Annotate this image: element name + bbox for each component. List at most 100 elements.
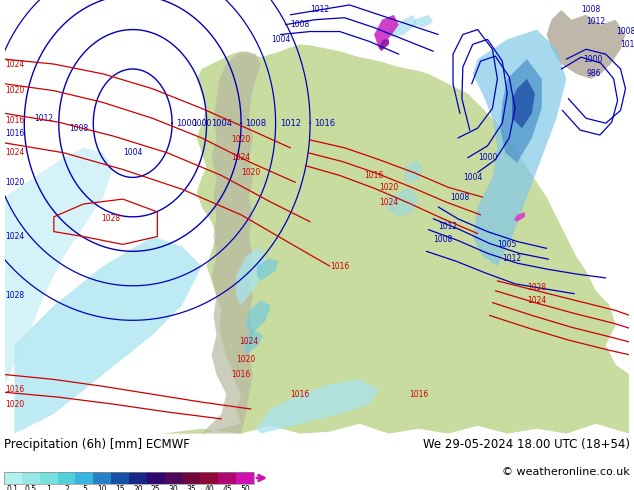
Text: 1008: 1008 xyxy=(434,235,453,244)
Text: 1000: 1000 xyxy=(583,54,603,64)
Polygon shape xyxy=(4,148,113,434)
Polygon shape xyxy=(473,29,566,266)
Bar xyxy=(111,472,129,484)
Polygon shape xyxy=(374,15,399,49)
Text: 1020: 1020 xyxy=(231,135,250,145)
Text: 1000: 1000 xyxy=(192,119,211,128)
Text: 986: 986 xyxy=(586,70,601,78)
Bar xyxy=(4,472,22,484)
Text: 1020: 1020 xyxy=(5,399,24,409)
Text: 1008: 1008 xyxy=(69,123,88,133)
Bar xyxy=(22,472,40,484)
Text: 1016: 1016 xyxy=(365,171,384,180)
Polygon shape xyxy=(547,10,626,79)
Text: 1028: 1028 xyxy=(101,214,120,223)
Text: 40: 40 xyxy=(205,485,214,490)
Text: 20: 20 xyxy=(133,485,143,490)
Text: 50: 50 xyxy=(240,485,250,490)
Text: 1020: 1020 xyxy=(242,168,261,177)
Text: 1020: 1020 xyxy=(379,183,399,192)
Bar xyxy=(183,472,200,484)
Bar xyxy=(200,472,218,484)
Text: 1028: 1028 xyxy=(5,291,24,300)
Text: 1024: 1024 xyxy=(5,148,24,157)
Text: 1012: 1012 xyxy=(34,114,53,123)
Text: 1016: 1016 xyxy=(231,370,250,379)
Text: 1016: 1016 xyxy=(5,385,24,394)
Polygon shape xyxy=(257,258,278,281)
Text: 1012: 1012 xyxy=(439,222,458,231)
Text: 1008: 1008 xyxy=(450,193,470,201)
Polygon shape xyxy=(162,45,630,434)
Text: 2: 2 xyxy=(64,485,69,490)
Polygon shape xyxy=(202,51,261,434)
Text: 1012: 1012 xyxy=(503,254,522,263)
Bar xyxy=(147,472,165,484)
Text: 1024: 1024 xyxy=(5,60,24,69)
Text: 1012: 1012 xyxy=(620,40,634,49)
Text: 1016: 1016 xyxy=(330,262,349,270)
Text: 1024: 1024 xyxy=(379,197,399,207)
Text: We 29-05-2024 18.00 UTC (18+54): We 29-05-2024 18.00 UTC (18+54) xyxy=(423,438,630,451)
Text: 1004: 1004 xyxy=(211,119,232,128)
Text: 10: 10 xyxy=(98,485,107,490)
Polygon shape xyxy=(15,237,202,434)
Bar xyxy=(129,472,147,484)
Text: 1020: 1020 xyxy=(5,178,24,187)
Polygon shape xyxy=(514,212,525,222)
Text: 0.1: 0.1 xyxy=(7,485,19,490)
Text: 1016: 1016 xyxy=(5,116,24,125)
Bar xyxy=(93,472,111,484)
Text: 1020: 1020 xyxy=(5,86,24,95)
Bar xyxy=(236,472,254,484)
Text: 1004: 1004 xyxy=(123,148,143,157)
Text: 35: 35 xyxy=(186,485,197,490)
Text: 25: 25 xyxy=(151,485,160,490)
Polygon shape xyxy=(387,187,418,217)
Text: 5: 5 xyxy=(82,485,87,490)
Text: 1012: 1012 xyxy=(586,17,605,26)
Text: 1005: 1005 xyxy=(498,240,517,249)
Text: 1024: 1024 xyxy=(240,338,259,346)
Text: 1004: 1004 xyxy=(271,35,290,44)
Text: 45: 45 xyxy=(223,485,232,490)
Polygon shape xyxy=(413,15,433,27)
Text: 30: 30 xyxy=(169,485,179,490)
Text: 1000: 1000 xyxy=(176,119,197,128)
Text: 1020: 1020 xyxy=(236,355,256,364)
Text: 15: 15 xyxy=(115,485,125,490)
Text: Precipitation (6h) [mm] ECMWF: Precipitation (6h) [mm] ECMWF xyxy=(4,438,190,451)
Text: 1008: 1008 xyxy=(581,5,600,14)
Text: 1004: 1004 xyxy=(463,173,482,182)
Text: © weatheronline.co.uk: © weatheronline.co.uk xyxy=(502,467,630,477)
Text: 1028: 1028 xyxy=(527,283,547,293)
Bar xyxy=(4,472,254,484)
Text: 1: 1 xyxy=(46,485,51,490)
Text: 1024: 1024 xyxy=(527,296,547,305)
Text: 1008: 1008 xyxy=(290,20,310,29)
Bar xyxy=(75,472,93,484)
Text: 1008: 1008 xyxy=(245,119,266,128)
Text: 1012: 1012 xyxy=(280,119,301,128)
Text: 1016: 1016 xyxy=(314,119,335,128)
Polygon shape xyxy=(236,246,266,306)
Polygon shape xyxy=(389,15,417,37)
Text: 0.5: 0.5 xyxy=(25,485,37,490)
Polygon shape xyxy=(256,379,379,434)
Text: 1000: 1000 xyxy=(478,153,497,162)
Polygon shape xyxy=(500,59,541,163)
Bar xyxy=(165,472,183,484)
Text: 1016: 1016 xyxy=(290,390,310,399)
Polygon shape xyxy=(512,79,535,128)
Bar xyxy=(58,472,75,484)
Text: 1016: 1016 xyxy=(5,128,24,138)
Text: 1016: 1016 xyxy=(409,390,428,399)
Text: 1024: 1024 xyxy=(5,232,24,241)
Polygon shape xyxy=(246,300,271,335)
Bar xyxy=(40,472,58,484)
Polygon shape xyxy=(404,160,424,182)
Text: 1008: 1008 xyxy=(616,27,634,36)
Polygon shape xyxy=(243,330,263,355)
Text: 1024: 1024 xyxy=(231,153,250,162)
Polygon shape xyxy=(379,39,389,51)
